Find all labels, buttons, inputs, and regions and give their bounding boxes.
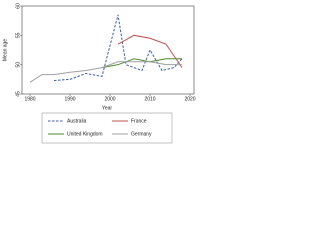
chart: Mean age Year 45 50 55 60 1980 1990 2000 2010 20… <box>0 0 200 146</box>
plot-frame <box>21 5 195 95</box>
series-line <box>101 58 182 69</box>
legend-label: Australia <box>67 118 87 124</box>
legend-label: France <box>131 118 147 124</box>
y-tick-label: 45 <box>15 91 21 97</box>
series-line <box>29 61 182 83</box>
background <box>0 0 200 146</box>
x-tick-label: 2010 <box>144 96 155 102</box>
y-tick-label: 60 <box>15 3 21 9</box>
legend-label: United Kingdom <box>67 131 103 137</box>
series-line <box>117 34 183 68</box>
legend-box <box>41 112 173 144</box>
x-tick-label: 2000 <box>104 96 115 102</box>
x-tick-label: 1990 <box>64 96 75 102</box>
y-axis-title: Mean age <box>2 39 8 61</box>
x-tick-label: 1980 <box>24 96 35 102</box>
y-tick-label: 55 <box>15 32 21 38</box>
y-tick-label: 50 <box>15 62 21 68</box>
series-line <box>53 14 183 82</box>
x-tick-label: 2020 <box>184 96 195 102</box>
x-axis-title: Year <box>102 105 112 111</box>
legend-label: Germany <box>131 131 152 137</box>
